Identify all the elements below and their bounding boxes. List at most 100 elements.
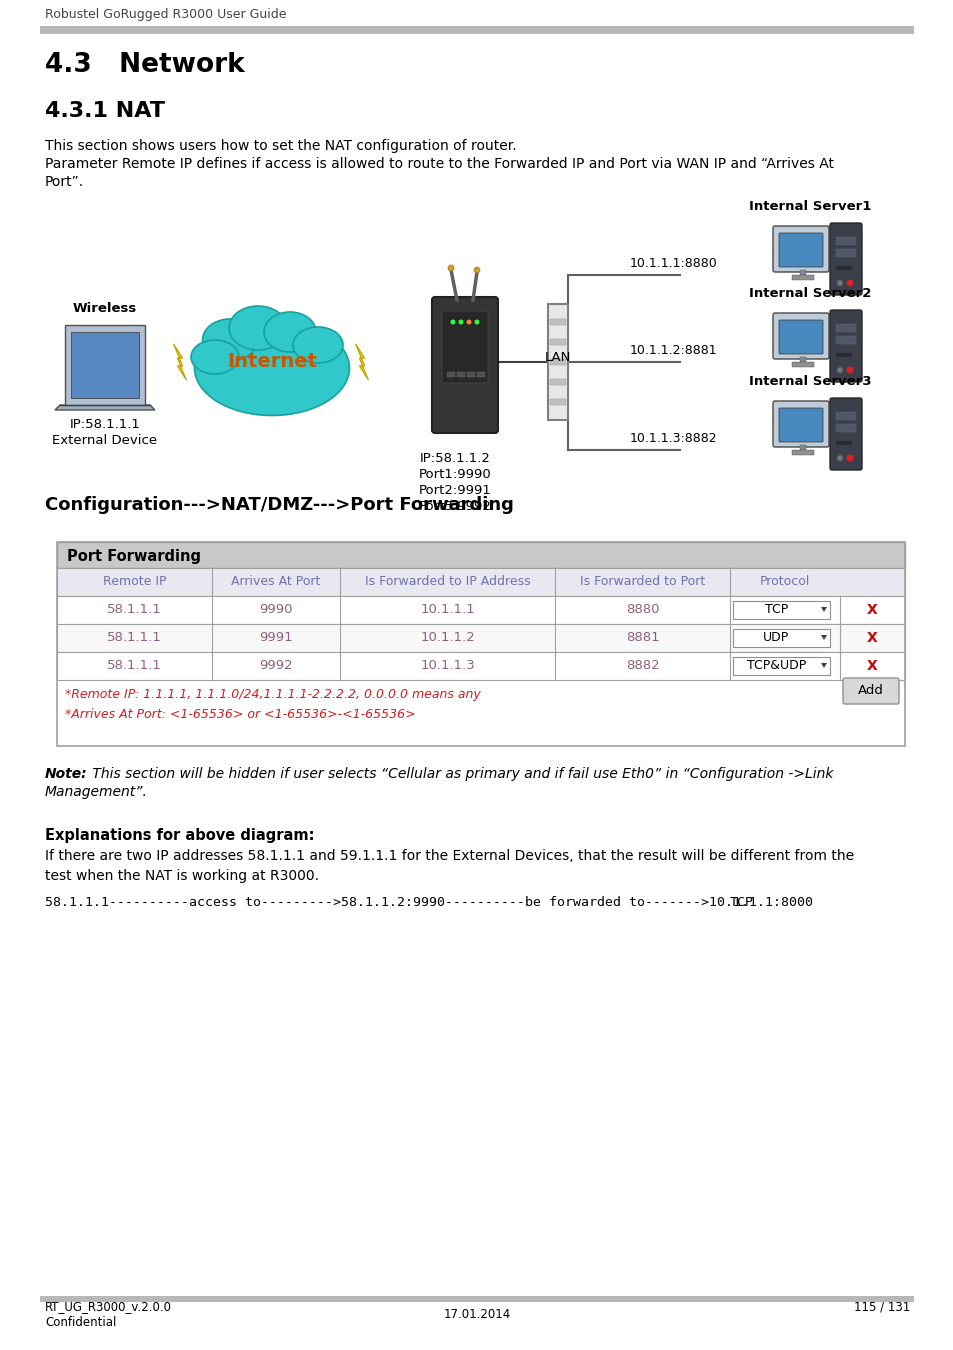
Text: X: X [866,659,877,674]
Text: Internal Server2: Internal Server2 [748,288,870,300]
FancyBboxPatch shape [779,320,822,354]
Text: Is Forwarded to Port: Is Forwarded to Port [579,575,704,589]
Bar [57,652,904,680]
Text: 4.3   Network: 4.3 Network [45,53,245,78]
Text: 58.1.1.1: 58.1.1.1 [107,660,162,672]
Text: 58.1.1.1----------access to--------->58.1.1.2:9990----------be forwarded to-----: 58.1.1.1----------access to--------->58.… [45,896,812,909]
Text: Explanations for above diagram:: Explanations for above diagram: [45,828,314,842]
Circle shape [474,267,479,273]
Text: 10.1.1.1: 10.1.1.1 [419,603,475,617]
FancyBboxPatch shape [772,313,828,359]
Text: X: X [866,630,877,645]
Bar [57,568,904,595]
Bar [550,319,565,325]
Text: Port1:9990: Port1:9990 [418,468,491,481]
Text: UDP: UDP [762,632,789,644]
FancyBboxPatch shape [779,234,822,267]
Circle shape [450,320,455,324]
Text: Wireless: Wireless [72,302,137,315]
Ellipse shape [191,340,239,374]
Text: 8881: 8881 [625,632,659,644]
Bar [57,595,904,624]
Text: *Remote IP: 1.1.1.1, 1.1.1.0/24,1.1.1.1-2.2.2.2, 0.0.0.0 means any: *Remote IP: 1.1.1.1, 1.1.1.0/24,1.1.1.1-… [65,688,480,701]
Bar [835,352,851,356]
Text: Add: Add [857,684,883,698]
Bar [456,373,464,377]
Text: Note:: Note: [45,767,88,782]
Polygon shape [355,344,368,381]
Polygon shape [55,405,154,410]
Polygon shape [65,325,145,405]
Bar [732,657,829,675]
Text: Internet: Internet [227,352,316,371]
Circle shape [458,320,463,324]
Text: 10.1.1.2:8881: 10.1.1.2:8881 [629,344,717,356]
Text: If there are two IP addresses 58.1.1.1 and 59.1.1.1 for the External Devices, th: If there are two IP addresses 58.1.1.1 a… [45,849,853,863]
Text: Parameter Remote IP defines if access is allowed to route to the Forwarded IP an: Parameter Remote IP defines if access is… [45,157,833,171]
Circle shape [448,265,454,271]
Text: RT_UG_R3000_v.2.0.0: RT_UG_R3000_v.2.0.0 [45,1300,172,1314]
FancyBboxPatch shape [772,225,828,271]
Bar [835,238,855,244]
Polygon shape [71,332,139,398]
Text: test when the NAT is working at R3000.: test when the NAT is working at R3000. [45,869,318,883]
Bar [547,304,567,420]
Circle shape [836,279,842,286]
Bar [835,424,855,432]
Circle shape [836,455,842,460]
Bar [447,373,455,377]
Bar [791,450,813,455]
Bar [791,275,813,279]
Text: Remote IP: Remote IP [103,575,166,589]
Text: 9991: 9991 [259,632,293,644]
Text: 10.1.1.2: 10.1.1.2 [419,632,475,644]
FancyBboxPatch shape [772,401,828,447]
Text: TCP: TCP [729,896,753,909]
Text: 9992: 9992 [259,660,293,672]
Text: Port”.: Port”. [45,176,84,189]
Bar [57,541,904,747]
Text: 58.1.1.1: 58.1.1.1 [107,632,162,644]
Text: Protocol: Protocol [759,575,809,589]
Bar [732,629,829,647]
Polygon shape [821,608,826,612]
Circle shape [845,455,853,462]
Bar [40,1296,913,1301]
Text: Port Forwarding: Port Forwarding [67,549,201,564]
FancyBboxPatch shape [829,398,862,470]
Circle shape [466,320,471,324]
Text: Management”.: Management”. [45,784,148,799]
Bar [800,446,805,450]
Text: IP:58.1.1.2: IP:58.1.1.2 [419,452,490,464]
Text: Internal Server3: Internal Server3 [748,375,870,387]
Text: 17.01.2014: 17.01.2014 [443,1308,510,1322]
Text: This section shows users how to set the NAT configuration of router.: This section shows users how to set the … [45,139,517,153]
Text: Robustel GoRugged R3000 User Guide: Robustel GoRugged R3000 User Guide [45,8,286,22]
Bar [835,266,851,270]
Text: TCP&UDP: TCP&UDP [746,660,805,672]
Text: 9990: 9990 [259,603,293,617]
Bar [57,624,904,652]
Bar [550,359,565,364]
FancyBboxPatch shape [829,223,862,296]
Text: Port3:9992: Port3:9992 [418,500,491,513]
Circle shape [474,320,479,324]
Text: This section will be hidden if user selects “Cellular as primary and if fail use: This section will be hidden if user sele… [88,767,833,782]
Bar [732,601,829,620]
Bar [835,336,855,344]
Text: *Arrives At Port: <1-65536> or <1-65536>-<1-65536>: *Arrives At Port: <1-65536> or <1-65536>… [65,707,416,721]
Text: Is Forwarded to IP Address: Is Forwarded to IP Address [364,575,530,589]
Ellipse shape [202,319,257,360]
Text: IP:58.1.1.1: IP:58.1.1.1 [70,418,140,431]
Ellipse shape [229,306,287,350]
Text: 8880: 8880 [625,603,659,617]
Bar [476,373,484,377]
Text: Internal Server1: Internal Server1 [748,200,870,213]
Circle shape [845,366,853,374]
Bar [57,541,904,568]
FancyBboxPatch shape [432,297,497,433]
Bar [550,379,565,385]
Text: Arrives At Port: Arrives At Port [231,575,320,589]
FancyBboxPatch shape [829,310,862,382]
Text: 58.1.1.1: 58.1.1.1 [107,603,162,617]
